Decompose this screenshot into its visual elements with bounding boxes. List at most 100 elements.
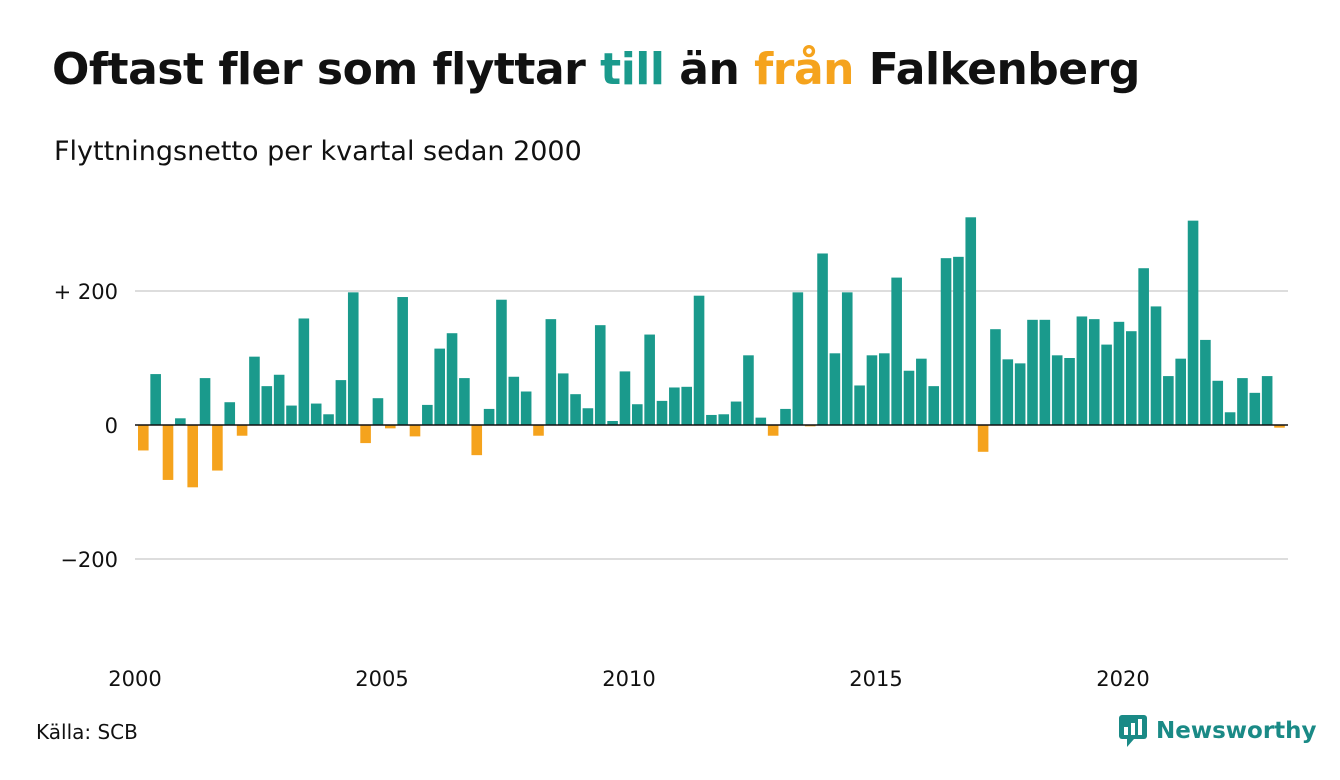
bar <box>965 217 977 425</box>
bar <box>718 414 730 425</box>
bar <box>545 319 557 425</box>
x-tick-label: 2020 <box>1096 667 1149 691</box>
bar <box>854 385 865 425</box>
bar <box>557 373 569 425</box>
bar <box>903 370 915 425</box>
bar <box>780 408 791 425</box>
bar <box>1126 331 1137 425</box>
bar <box>928 386 939 425</box>
bar <box>471 425 483 456</box>
bar <box>1138 268 1149 425</box>
x-tick-label: 2010 <box>602 667 655 691</box>
bar <box>792 292 804 425</box>
brand-name: Newsworthy <box>1156 718 1317 744</box>
bar <box>187 425 198 488</box>
bar <box>743 355 754 425</box>
bar <box>150 374 161 425</box>
bar <box>977 425 989 452</box>
bar <box>755 417 767 425</box>
bar <box>446 333 458 425</box>
bar <box>1014 363 1026 425</box>
bar <box>372 398 384 425</box>
bar <box>594 325 606 425</box>
bar <box>669 387 680 425</box>
bar <box>1212 380 1224 425</box>
bar <box>360 425 371 444</box>
bar <box>1064 358 1075 425</box>
bar <box>841 292 853 425</box>
bar <box>1088 319 1100 425</box>
title-part-1: Oftast fler som flyttar <box>52 44 601 95</box>
title-word-till: till <box>600 44 665 95</box>
bar <box>335 380 347 425</box>
bar <box>1002 359 1014 425</box>
bar <box>385 425 396 429</box>
bar <box>866 355 878 425</box>
bar <box>570 394 581 425</box>
bar <box>483 408 495 425</box>
bar <box>730 401 742 425</box>
bar <box>533 425 544 436</box>
bar <box>496 299 507 425</box>
bar <box>138 425 149 451</box>
y-tick-label: −200 <box>60 548 118 572</box>
y-tick-label: 0 <box>105 414 118 438</box>
bar <box>1249 392 1261 425</box>
bar <box>1027 319 1038 425</box>
bar <box>829 353 841 425</box>
bar <box>199 378 211 425</box>
bar <box>632 404 643 425</box>
bar <box>249 356 260 425</box>
x-tick-label: 2005 <box>355 667 408 691</box>
y-tick-label: + 200 <box>54 280 118 304</box>
bar <box>434 348 445 425</box>
bar <box>619 371 631 425</box>
bar <box>582 408 594 425</box>
bar <box>508 376 520 425</box>
bar <box>644 334 655 425</box>
bar <box>953 256 964 425</box>
bar <box>1274 425 1285 428</box>
bar <box>323 414 334 425</box>
bar <box>1150 306 1162 425</box>
x-tick-label: 2015 <box>849 667 902 691</box>
bar <box>1163 376 1174 425</box>
title-word-fran: från <box>754 44 854 95</box>
bar <box>706 414 717 425</box>
bar <box>767 425 779 436</box>
bar <box>1175 358 1186 425</box>
bar <box>261 386 273 425</box>
bar <box>273 374 285 425</box>
bar <box>224 402 236 425</box>
chart-subtitle: Flyttningsnetto per kvartal sedan 2000 <box>54 136 582 167</box>
title-part-2: än <box>664 44 755 95</box>
bar <box>409 425 421 437</box>
bar <box>940 258 952 425</box>
bar <box>212 425 223 471</box>
bar <box>1187 220 1199 425</box>
bar-chart-bubble-icon <box>1119 715 1147 747</box>
x-tick-label: 2000 <box>108 667 161 691</box>
bar <box>1261 376 1273 425</box>
bar <box>175 418 186 425</box>
bar <box>1039 319 1051 425</box>
bar <box>236 425 248 436</box>
bar <box>459 378 470 425</box>
bar <box>681 386 692 425</box>
bar <box>1224 412 1236 425</box>
bar <box>347 292 359 425</box>
bar <box>879 353 890 425</box>
bar <box>607 420 618 425</box>
source-note: Källa: SCB <box>36 720 138 744</box>
title-part-3: Falkenberg <box>853 44 1141 95</box>
bar <box>422 404 433 425</box>
bar <box>310 403 322 425</box>
bar <box>162 425 174 480</box>
bar <box>656 400 668 425</box>
bar <box>1113 321 1125 425</box>
bar <box>1101 344 1112 425</box>
brand-logo: Newsworthy <box>1118 714 1317 748</box>
bar <box>817 253 828 425</box>
bar <box>891 277 902 425</box>
